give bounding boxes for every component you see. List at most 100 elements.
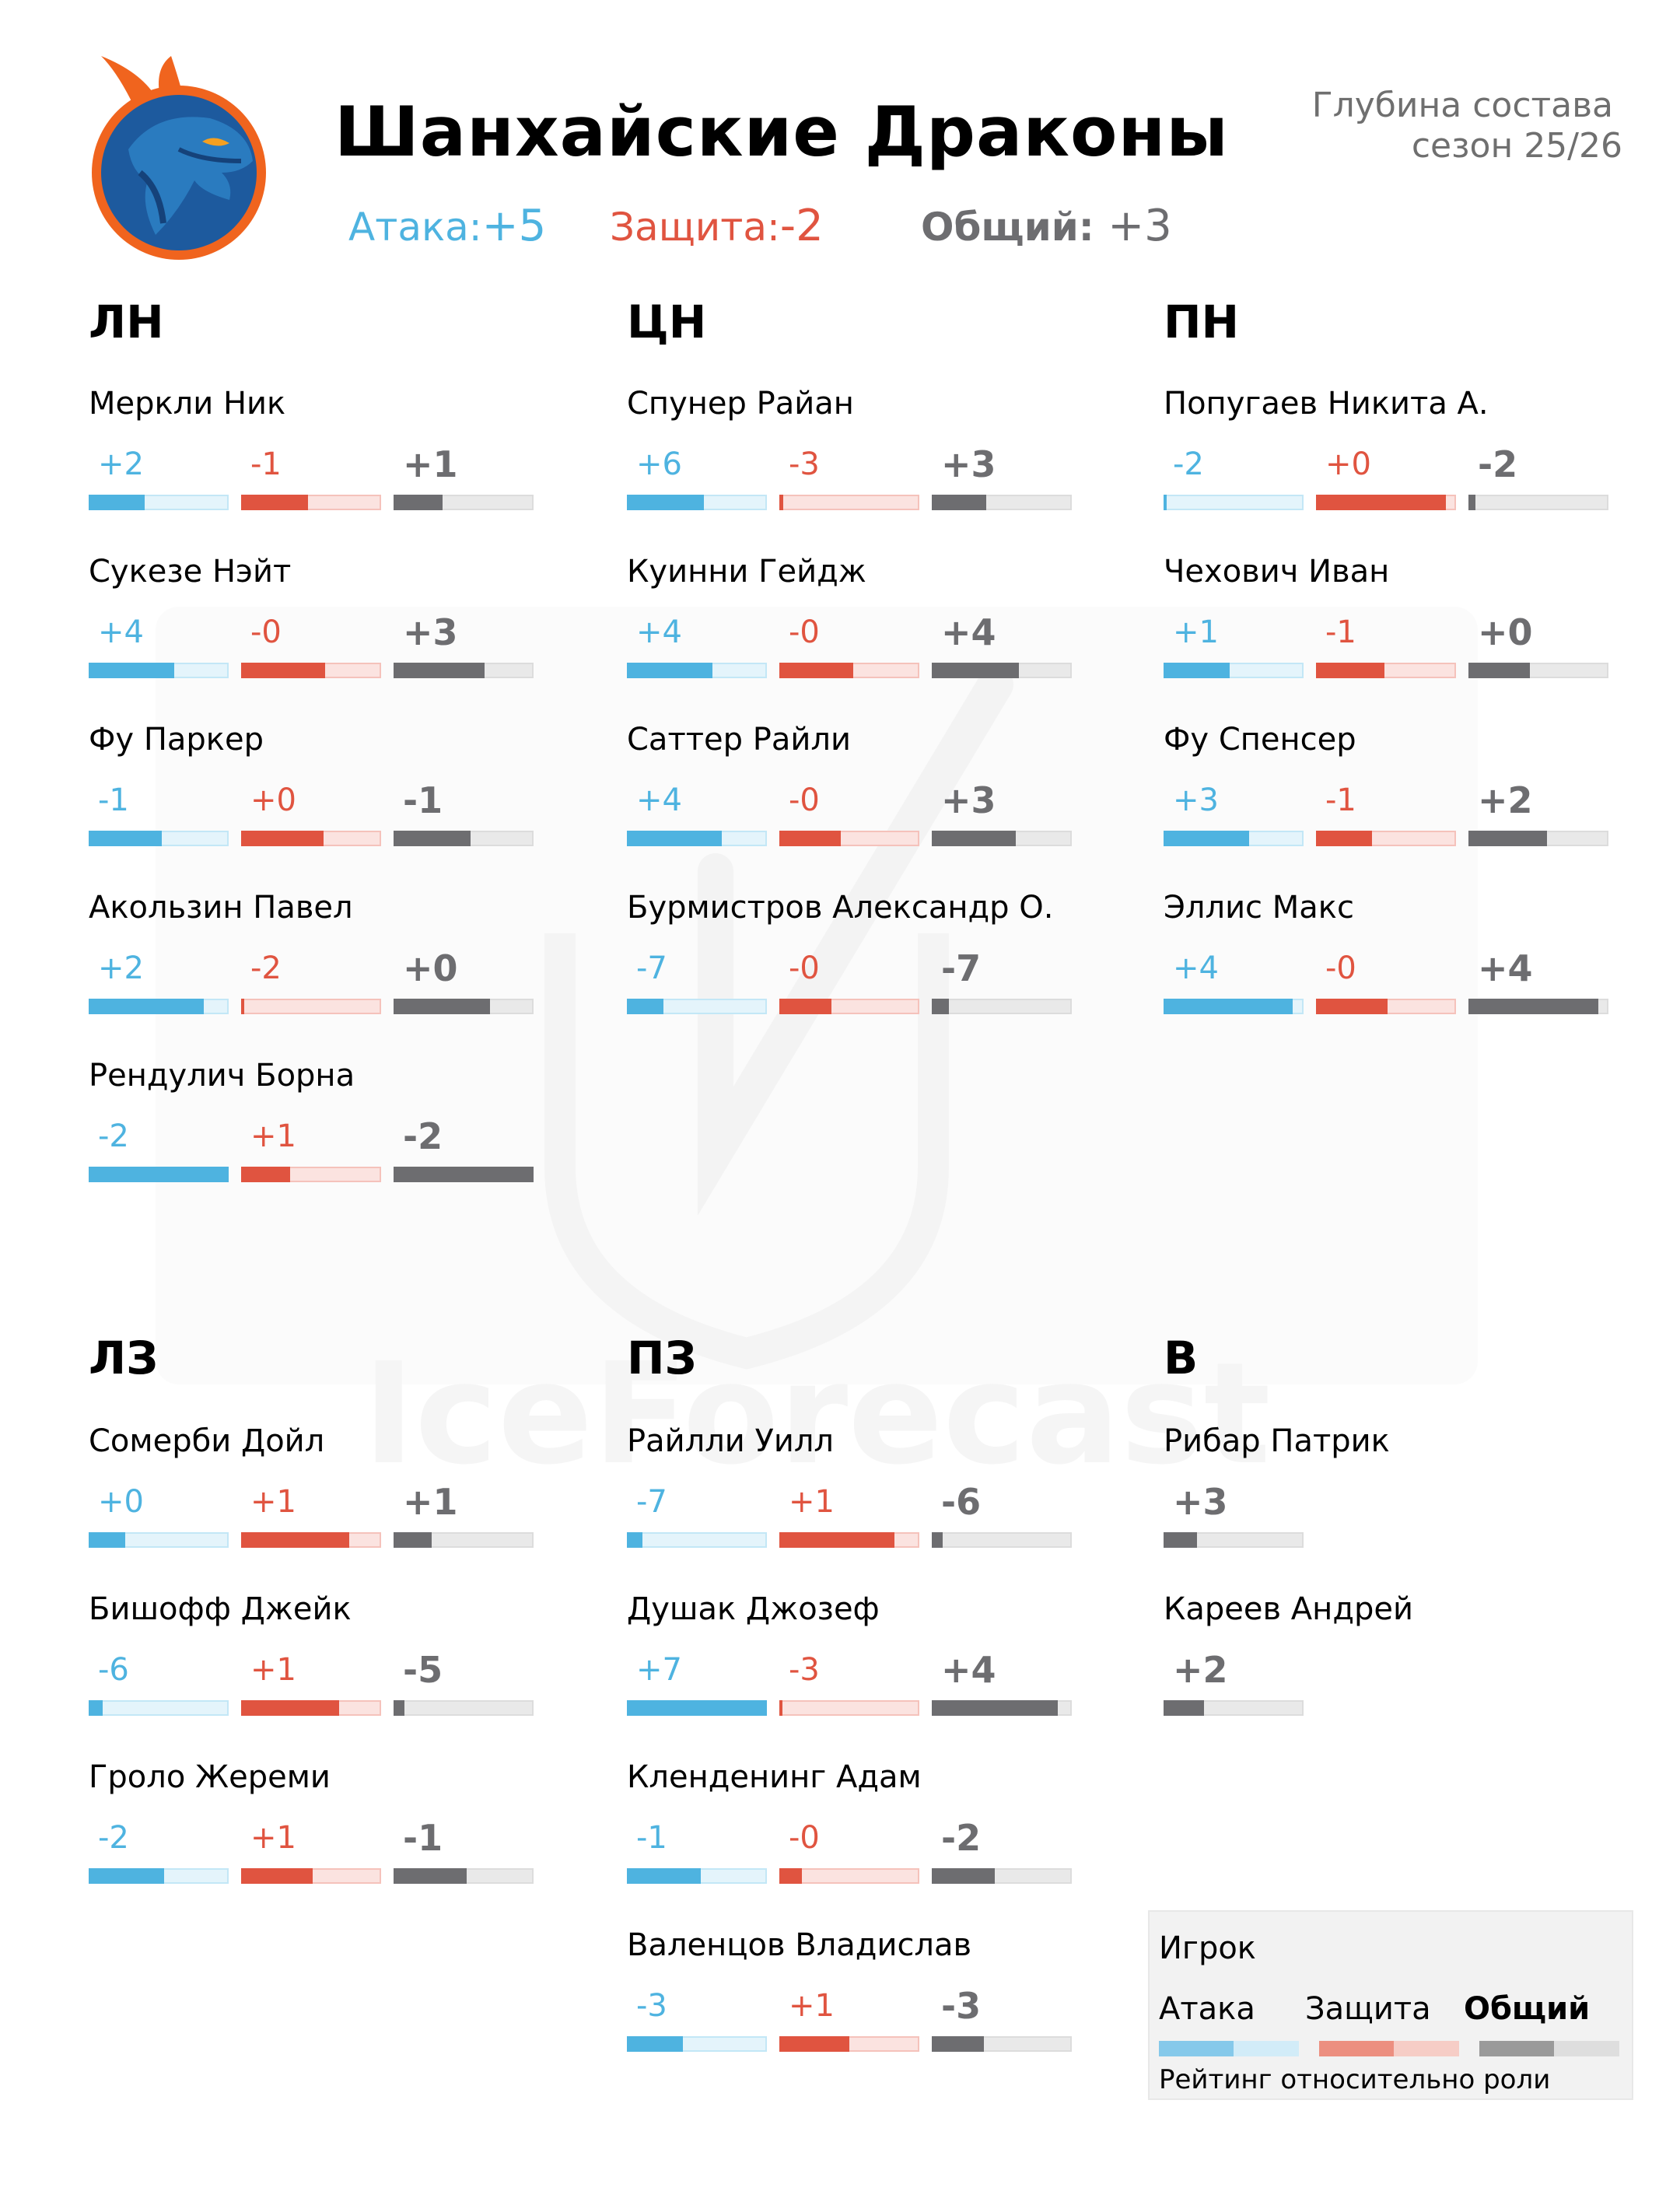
player-name: Рибар Патрик bbox=[1164, 1423, 1390, 1459]
player-rd-2-def-metric: -0 bbox=[779, 1820, 922, 1884]
player-rd-0-tot-metric: -6 bbox=[932, 1481, 1075, 1548]
player-lw-1-tot-value: +3 bbox=[403, 611, 458, 653]
player-rd-3-atk-metric: -3 bbox=[627, 1988, 770, 2052]
player-c-3-def-value: -0 bbox=[789, 950, 820, 986]
position-title-g: В bbox=[1164, 1332, 1199, 1384]
player-lw-0-atk-bar-fill bbox=[89, 495, 145, 510]
player-ld-1-tot-bar-fill bbox=[394, 1700, 404, 1716]
player-g-0-tot-bar-fill bbox=[1164, 1532, 1197, 1548]
player-c-1-atk-value: +4 bbox=[636, 614, 682, 650]
player-lw-0-tot-value: +1 bbox=[403, 443, 458, 485]
player-rd-2-atk-bar-fill bbox=[627, 1868, 701, 1884]
player-lw-3-tot-metric: +0 bbox=[394, 947, 537, 1014]
player-ld-0-def-value: +1 bbox=[250, 1484, 296, 1520]
player-rw-1-tot-value: +0 bbox=[1478, 611, 1533, 653]
player-name: Бишофф Джейк bbox=[89, 1591, 352, 1627]
player-name: Попугаев Никита А. bbox=[1164, 386, 1489, 422]
player-c-3-tot-bar-fill bbox=[932, 999, 949, 1014]
player-rd-3-tot-value: -3 bbox=[941, 1985, 982, 2027]
player-lw-3-def-bar-track bbox=[241, 999, 381, 1014]
player-lw-4-tot-metric: -2 bbox=[394, 1115, 537, 1182]
player-ld-0-atk-value: +0 bbox=[98, 1484, 144, 1520]
player-lw-2-tot-metric: -1 bbox=[394, 779, 537, 846]
depth-chart-label: Глубина состава bbox=[1311, 86, 1613, 125]
player-card: Душак Джозеф +7 -3 +4 bbox=[627, 1591, 1125, 1731]
player-name: Саттер Райли bbox=[627, 722, 851, 758]
player-lw-1-atk-bar-fill bbox=[89, 663, 174, 678]
player-lw-4-tot-value: -2 bbox=[403, 1115, 443, 1157]
player-name: Кленденинг Адам bbox=[627, 1759, 922, 1795]
player-lw-4-def-metric: +1 bbox=[241, 1118, 384, 1182]
player-ld-2-tot-bar-fill bbox=[394, 1868, 467, 1884]
player-lw-3-atk-bar-fill bbox=[89, 999, 204, 1014]
player-c-2-tot-metric: +3 bbox=[932, 779, 1075, 846]
player-rw-2-tot-value: +2 bbox=[1478, 779, 1533, 821]
player-c-3-atk-value: -7 bbox=[636, 950, 667, 986]
player-ld-1-atk-value: -6 bbox=[98, 1652, 129, 1688]
position-title-rw: ПН bbox=[1164, 296, 1240, 348]
team-defense-stat: Защита:-2 bbox=[610, 201, 824, 251]
player-card: Меркли Ник +2 -1 +1 bbox=[89, 386, 586, 526]
team-attack-value: +5 bbox=[481, 201, 547, 251]
player-ld-0-atk-bar-fill bbox=[89, 1532, 125, 1548]
player-rw-3-tot-bar-fill bbox=[1468, 999, 1598, 1014]
player-c-1-tot-bar-fill bbox=[932, 663, 1019, 678]
team-defense-value: -2 bbox=[779, 201, 824, 251]
player-ld-2-atk-value: -2 bbox=[98, 1820, 129, 1856]
player-card: Сукезе Нэйт +4 -0 +3 bbox=[89, 554, 586, 694]
player-c-2-def-metric: -0 bbox=[779, 782, 922, 846]
player-rd-3-def-value: +1 bbox=[789, 1988, 835, 2024]
player-rw-2-def-metric: -1 bbox=[1316, 782, 1459, 846]
player-name: Меркли Ник bbox=[89, 386, 286, 422]
legend-box: Игрок Атака Защита Общий Рейтинг относит… bbox=[1148, 1910, 1633, 2100]
player-rd-0-atk-bar-fill bbox=[627, 1532, 642, 1548]
player-rw-0-def-metric: +0 bbox=[1316, 446, 1459, 510]
player-card: Кареев Андрей +2 bbox=[1164, 1591, 1661, 1731]
player-lw-4-def-bar-fill bbox=[241, 1167, 290, 1182]
player-rw-1-tot-bar-fill bbox=[1468, 663, 1530, 678]
player-c-3-tot-bar-track bbox=[932, 999, 1072, 1014]
player-c-0-def-metric: -3 bbox=[779, 446, 922, 510]
player-rw-1-def-value: -1 bbox=[1325, 614, 1356, 650]
player-c-1-def-metric: -0 bbox=[779, 614, 922, 678]
player-lw-3-atk-value: +2 bbox=[98, 950, 144, 986]
player-lw-0-atk-metric: +2 bbox=[89, 446, 232, 510]
player-lw-0-def-value: -1 bbox=[250, 446, 282, 482]
player-ld-1-def-metric: +1 bbox=[241, 1652, 384, 1716]
player-lw-1-atk-metric: +4 bbox=[89, 614, 232, 678]
player-rd-0-def-bar-fill bbox=[779, 1532, 894, 1548]
player-rw-0-def-value: +0 bbox=[1325, 446, 1371, 482]
player-c-0-tot-value: +3 bbox=[941, 443, 996, 485]
player-lw-3-def-metric: -2 bbox=[241, 950, 384, 1014]
player-rd-0-tot-value: -6 bbox=[941, 1481, 982, 1523]
player-card: Райлли Уилл -7 +1 -6 bbox=[627, 1423, 1125, 1563]
player-rw-0-def-bar-fill bbox=[1316, 495, 1446, 510]
team-total-value: +3 bbox=[1108, 201, 1172, 251]
player-c-0-atk-value: +6 bbox=[636, 446, 682, 482]
player-rw-1-def-bar-fill bbox=[1316, 663, 1384, 678]
player-name: Бурмистров Александр О. bbox=[627, 890, 1054, 926]
player-c-1-tot-metric: +4 bbox=[932, 611, 1075, 678]
player-name: Душак Джозеф bbox=[627, 1591, 880, 1627]
legend-total-label: Общий bbox=[1464, 1991, 1591, 2027]
position-title-c: ЦН bbox=[627, 296, 707, 348]
player-c-2-atk-value: +4 bbox=[636, 782, 682, 818]
player-c-1-def-bar-fill bbox=[779, 663, 853, 678]
player-ld-2-def-bar-fill bbox=[241, 1868, 313, 1884]
player-c-0-tot-bar-fill bbox=[932, 495, 986, 510]
player-rd-1-atk-metric: +7 bbox=[627, 1652, 770, 1716]
position-title-ld: ЛЗ bbox=[89, 1332, 159, 1384]
player-rd-2-atk-value: -1 bbox=[636, 1820, 667, 1856]
player-c-3-atk-bar-fill bbox=[627, 999, 663, 1014]
player-rd-0-tot-bar-fill bbox=[932, 1532, 943, 1548]
player-rd-0-def-value: +1 bbox=[789, 1484, 835, 1520]
player-ld-0-tot-metric: +1 bbox=[394, 1481, 537, 1548]
player-lw-2-tot-value: -1 bbox=[403, 779, 443, 821]
player-g-1-tot-value: +2 bbox=[1173, 1649, 1228, 1691]
player-g-0-tot-value: +3 bbox=[1173, 1481, 1228, 1523]
player-rw-2-atk-bar-fill bbox=[1164, 831, 1249, 846]
player-c-2-tot-bar-fill bbox=[932, 831, 1016, 846]
player-rd-3-tot-bar-fill bbox=[932, 2036, 984, 2052]
player-rd-1-tot-metric: +4 bbox=[932, 1649, 1075, 1716]
player-rw-1-tot-metric: +0 bbox=[1468, 611, 1612, 678]
